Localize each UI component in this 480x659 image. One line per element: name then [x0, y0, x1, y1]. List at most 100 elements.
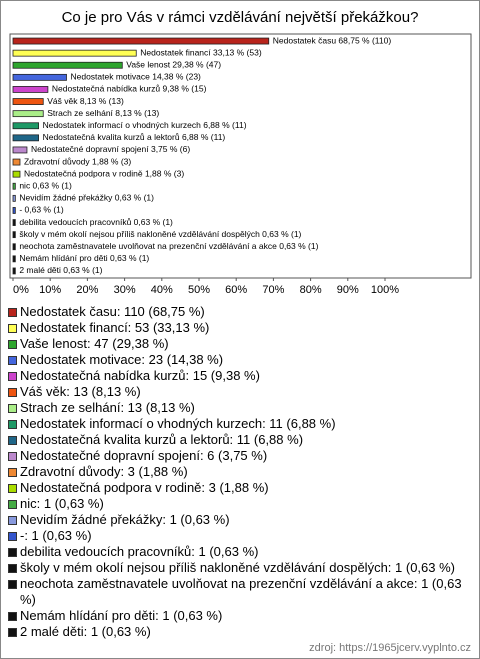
bar: [12, 231, 16, 239]
bar: [12, 170, 21, 178]
legend-label: Nedostatečná nabídka kurzů: 15 (9,38 %): [20, 368, 260, 383]
bar: [12, 267, 16, 275]
bar: [12, 158, 21, 166]
bar: [12, 110, 44, 118]
legend-item: Nedostatečné dopravní spojení: 6 (3,75 %…: [8, 448, 470, 464]
bar-label: Váš věk 8,13 % (13): [47, 96, 124, 106]
x-tick-label: 50%: [188, 284, 210, 296]
legend-label: Nedostatek informací o vhodných kurzech:…: [20, 416, 336, 431]
legend-swatch: [8, 468, 17, 477]
bar: [12, 134, 39, 142]
bar-label: Nemám hlídání pro děti 0,63 % (1): [19, 253, 149, 263]
legend-swatch: [8, 308, 17, 317]
legend-swatch: [8, 516, 17, 525]
bar: [12, 243, 16, 251]
x-tick-label: 40%: [151, 284, 173, 296]
bar: [12, 194, 16, 202]
legend-item: Zdravotní důvody: 3 (1,88 %): [8, 464, 470, 480]
x-tick-label: 30%: [114, 284, 136, 296]
x-tick-label: 70%: [262, 284, 284, 296]
chart-title: Co je pro Vás v rámci vzdělávání největš…: [62, 9, 419, 26]
legend-swatch: [8, 452, 17, 461]
legend-item: Nedostatek informací o vhodných kurzech:…: [8, 416, 470, 432]
legend-item: Nedostatečná podpora v rodině: 3 (1,88 %…: [8, 480, 470, 496]
legend-item: Nedostatečná kvalita kurzů a lektorů: 11…: [8, 432, 470, 448]
legend-item: Nedostatek času: 110 (68,75 %): [8, 304, 470, 320]
bar-label: Nedostatek motivace 14,38 % (23): [70, 72, 201, 82]
bar: [12, 61, 123, 69]
legend-item: Nevidím žádné překážky: 1 (0,63 %): [8, 512, 470, 528]
bar-label: Nedostatečné dopravní spojení 3,75 % (6): [31, 144, 190, 154]
legend-label: Nedostatek financí: 53 (33,13 %): [20, 320, 210, 335]
bar-label: Nedostatečná nabídka kurzů 9,38 % (15): [52, 84, 207, 94]
bar: [12, 255, 16, 263]
legend-label: školy v mém okolí nejsou příliš nakloněn…: [20, 560, 455, 575]
bar-label: Nedostatečná podpora v rodině 1,88 % (3): [24, 168, 184, 178]
legend-swatch: [8, 324, 17, 333]
legend-swatch: [8, 532, 17, 541]
legend-label: Nedostatečná podpora v rodině: 3 (1,88 %…: [20, 480, 269, 495]
bar-label: Zdravotní důvody 1,88 % (3): [24, 156, 131, 166]
legend-item: školy v mém okolí nejsou příliš nakloněn…: [8, 560, 470, 576]
bar: [12, 122, 39, 130]
legend-label: Nedostatek času: 110 (68,75 %): [20, 304, 205, 319]
legend-swatch: [8, 628, 17, 637]
plot-frame: [9, 33, 472, 279]
bar-label: neochota zaměstnavatele uvolňovat na pre…: [19, 241, 318, 251]
legend-label: Váš věk: 13 (8,13 %): [20, 384, 141, 399]
legend-label: neochota zaměstnavatele uvolňovat na pre…: [20, 576, 462, 607]
legend-swatch: [8, 388, 17, 397]
bar: [12, 98, 44, 105]
legend-label: Zdravotní důvody: 3 (1,88 %): [20, 464, 188, 479]
legend-label: Nedostatek motivace: 23 (14,38 %): [20, 352, 224, 367]
bar-label: školy v mém okolí nejsou příliš nakloněn…: [19, 229, 301, 239]
legend-label: Nedostatečné dopravní spojení: 6 (3,75 %…: [20, 448, 268, 463]
bar: [12, 49, 137, 57]
bar-label: Nevidím žádné překážky 0,63 % (1): [19, 193, 154, 203]
bar-label: Nedostatek času 68,75 % (110): [273, 35, 392, 45]
legend-item: Váš věk: 13 (8,13 %): [8, 384, 470, 400]
legend-item: Nemám hlídání pro děti: 1 (0,63 %): [8, 608, 470, 624]
chart: Co je pro Vás v rámci vzdělávání největš…: [9, 9, 472, 296]
bar: [12, 86, 49, 93]
bar-label: 2 malé děti 0,63 % (1): [19, 265, 102, 275]
legend-swatch: [8, 548, 17, 557]
legend-item: nic: 1 (0,63 %): [8, 496, 470, 512]
legend-swatch: [8, 404, 17, 413]
legend-label: Vaše lenost: 47 (29,38 %): [20, 336, 169, 351]
bar-label: Nedostatek informací o vhodných kurzech …: [43, 120, 247, 130]
legend-swatch: [8, 340, 17, 349]
bar: [12, 219, 16, 226]
bar: [12, 37, 270, 45]
legend-swatch: [8, 484, 17, 493]
bar: [12, 146, 28, 154]
x-tick-label: 80%: [300, 284, 322, 296]
legend-item: 2 malé děti: 1 (0,63 %): [8, 624, 470, 640]
bar-label: Nedostatečná kvalita kurzů a lektorů 6,8…: [43, 132, 226, 142]
legend-swatch: [8, 580, 17, 589]
legend-label: Strach ze selhání: 13 (8,13 %): [20, 400, 195, 415]
bar-label: nic 0,63 % (1): [19, 181, 72, 191]
legend-label: nic: 1 (0,63 %): [20, 496, 104, 511]
legend-item: Strach ze selhání: 13 (8,13 %): [8, 400, 470, 416]
legend-label: debilita vedoucích pracovníků: 1 (0,63 %…: [20, 544, 259, 559]
bar-label: debilita vedoucích pracovníků 0,63 % (1): [19, 217, 173, 227]
source: zdroj: https://1965jcerv.vyplnto.cz: [309, 642, 471, 654]
legend-item: Nedostatek financí: 53 (33,13 %): [8, 320, 470, 336]
legend: Nedostatek času: 110 (68,75 %) Nedostatek…: [8, 304, 470, 640]
x-tick-label: 0%: [13, 284, 29, 296]
legend-swatch: [8, 356, 17, 365]
legend-label: Nedostatečná kvalita kurzů a lektorů: 11…: [20, 432, 304, 447]
legend-label: Nemám hlídání pro děti: 1 (0,63 %): [20, 608, 223, 623]
legend-label: -: 1 (0,63 %): [20, 528, 92, 543]
legend-swatch: [8, 420, 17, 429]
legend-swatch: [8, 372, 17, 381]
legend-item: neochota zaměstnavatele uvolňovat na pre…: [8, 576, 470, 608]
legend-swatch: [8, 564, 17, 573]
bar: [12, 73, 67, 81]
legend-item: Nedostatečná nabídka kurzů: 15 (9,38 %): [8, 368, 470, 384]
bar-label: Nedostatek financí 33,13 % (53): [140, 47, 262, 57]
legend-item: debilita vedoucích pracovníků: 1 (0,63 %…: [8, 544, 470, 560]
legend-label: Nevidím žádné překážky: 1 (0,63 %): [20, 512, 230, 527]
bar: [12, 207, 16, 214]
